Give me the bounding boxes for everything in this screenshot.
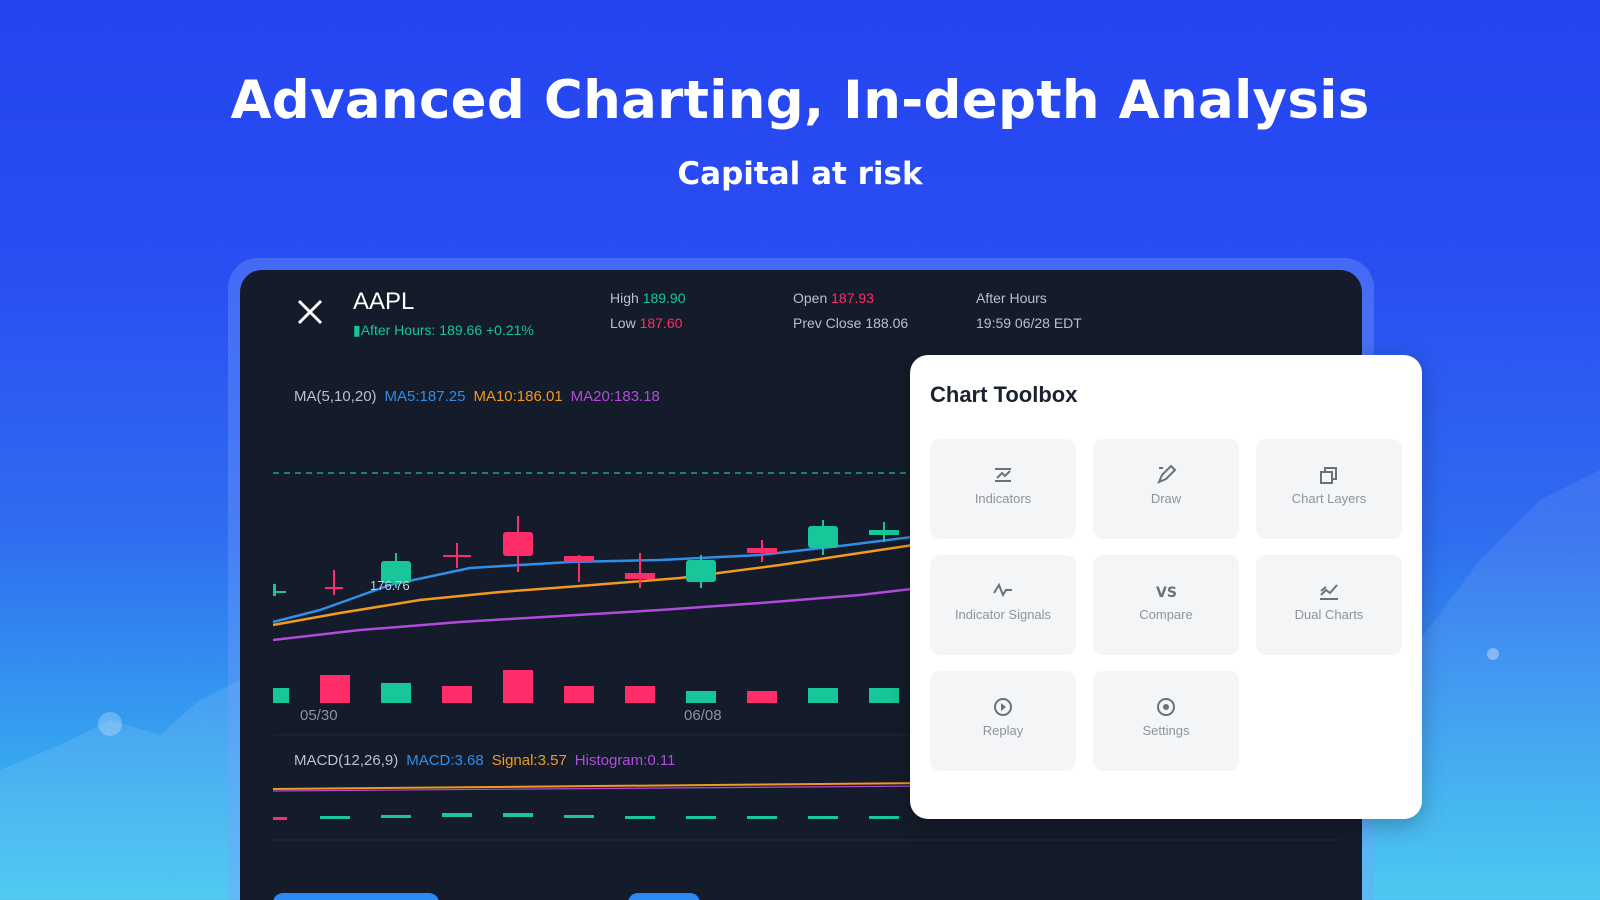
- volume-bar: [808, 688, 838, 703]
- tool-label: Replay: [982, 723, 1024, 738]
- pencil-icon: [1157, 464, 1177, 484]
- tool-indicator-signals[interactable]: Indicator Signals: [930, 555, 1076, 655]
- volume-bar: [747, 691, 777, 703]
- dual-charts-icon: [1320, 584, 1338, 600]
- promo-subhead: Capital at risk: [677, 156, 923, 192]
- replay-icon: [994, 698, 1012, 716]
- ticker-symbol: AAPL: [353, 288, 415, 315]
- histogram-value: Histogram:0.11: [574, 752, 676, 769]
- macd-legend: MACD(12,26,9) MACD:3.68 Signal:3.57 Histogr…: [294, 752, 683, 769]
- gear-icon: [1157, 698, 1175, 716]
- candle: [503, 532, 533, 556]
- volume-bars: [273, 670, 899, 703]
- close-icon[interactable]: [295, 297, 325, 327]
- volume-bar: [320, 675, 350, 703]
- tool-label: Indicator Signals: [954, 607, 1052, 622]
- tool-label: Draw: [1150, 491, 1182, 506]
- open-value: 187.93: [831, 290, 874, 306]
- volume-bar: [381, 683, 411, 703]
- tool-compare[interactable]: VS Compare: [1093, 555, 1239, 655]
- tool-label: Settings: [1142, 723, 1190, 738]
- ma10-line: [272, 542, 921, 627]
- tool-dual-charts[interactable]: Dual Charts: [1256, 555, 1402, 655]
- ma10-value: MA10:186.01: [473, 388, 563, 405]
- candle: [808, 526, 838, 548]
- tool-label: Dual Charts: [1294, 607, 1364, 622]
- high-value: 189.90: [642, 290, 686, 306]
- ma20-line: [272, 586, 921, 642]
- tool-replay[interactable]: Replay: [930, 671, 1076, 771]
- volume-bar: [442, 686, 472, 703]
- macd-legend-label: MACD(12,26,9): [294, 752, 399, 769]
- candle: [564, 556, 594, 562]
- after-hours-stats: After Hours 19:59 06/28 EDT: [976, 286, 1082, 336]
- volume-bar: [503, 670, 533, 703]
- price-tag: 176.76: [370, 578, 410, 593]
- candle: [747, 548, 777, 553]
- high-label: High: [610, 290, 639, 306]
- chart-toolbox-panel: Chart Toolbox Indicators Draw Chart Laye…: [910, 355, 1422, 819]
- tool-chart-layers[interactable]: Chart Layers: [1256, 439, 1402, 539]
- open-close-stats: Open 187.93 Prev Close 188.06: [793, 286, 908, 336]
- volume-bar: [273, 688, 289, 703]
- layers-icon: [1320, 467, 1337, 484]
- tool-draw[interactable]: Draw: [1093, 439, 1239, 539]
- ma20-value: MA20:183.18: [570, 388, 660, 405]
- signal-icon: [993, 582, 1012, 598]
- tool-label: Chart Layers: [1291, 491, 1367, 506]
- volume-bar: [686, 691, 716, 703]
- indicators-icon: [995, 468, 1011, 482]
- svg-text:VS: VS: [1156, 585, 1177, 601]
- candle: [273, 584, 276, 596]
- candle: [686, 560, 716, 582]
- period-tab-bar: [240, 882, 1362, 900]
- tab-active[interactable]: [273, 893, 439, 900]
- after-hours-label: After Hours: [976, 290, 1047, 306]
- candle: [869, 530, 899, 535]
- date-label: 06/08: [684, 707, 722, 724]
- date-label: 05/30: [300, 707, 338, 724]
- promo-headline: Advanced Charting, In-depth Analysis: [230, 70, 1370, 131]
- volume-bar: [625, 686, 655, 703]
- ma-legend-label: MA(5,10,20): [294, 388, 377, 405]
- prev-close-label: Prev Close: [793, 315, 862, 331]
- tab-selected-period[interactable]: [628, 893, 700, 900]
- signal-value: Signal:3.57: [491, 752, 567, 769]
- after-hours-change: ▮After Hours: 189.66 +0.21%: [353, 322, 534, 338]
- macd-line: [272, 782, 931, 790]
- macd-value: MACD:3.68: [406, 752, 484, 769]
- tool-settings[interactable]: Settings: [1093, 671, 1239, 771]
- after-hours-time: 19:59 06/28 EDT: [976, 315, 1082, 331]
- ma5-value: MA5:187.25: [384, 388, 466, 405]
- candle: [381, 561, 411, 583]
- low-value: 187.60: [639, 315, 683, 331]
- vs-icon: VS: [1156, 585, 1177, 601]
- high-low-stats: High 189.90 Low 187.60: [610, 286, 686, 336]
- open-label: Open: [793, 290, 828, 306]
- candlestick-chart: [272, 472, 1340, 841]
- tool-label: Compare: [1139, 607, 1193, 622]
- volume-bar: [869, 688, 899, 703]
- tool-indicators[interactable]: Indicators: [930, 439, 1076, 539]
- after-hours-change-text: After Hours: 189.66 +0.21%: [360, 322, 534, 338]
- prev-close-value: 188.06: [865, 315, 909, 331]
- tool-label: Indicators: [974, 491, 1032, 506]
- macd-signal-line: [272, 785, 931, 792]
- candles: [273, 516, 899, 596]
- ma-legend: MA(5,10,20) MA5:187.25 MA10:186.01 MA20:183…: [294, 388, 668, 405]
- toolbox-title: Chart Toolbox: [930, 382, 1078, 407]
- volume-bar: [564, 686, 594, 703]
- low-label: Low: [610, 315, 636, 331]
- candle: [625, 573, 655, 579]
